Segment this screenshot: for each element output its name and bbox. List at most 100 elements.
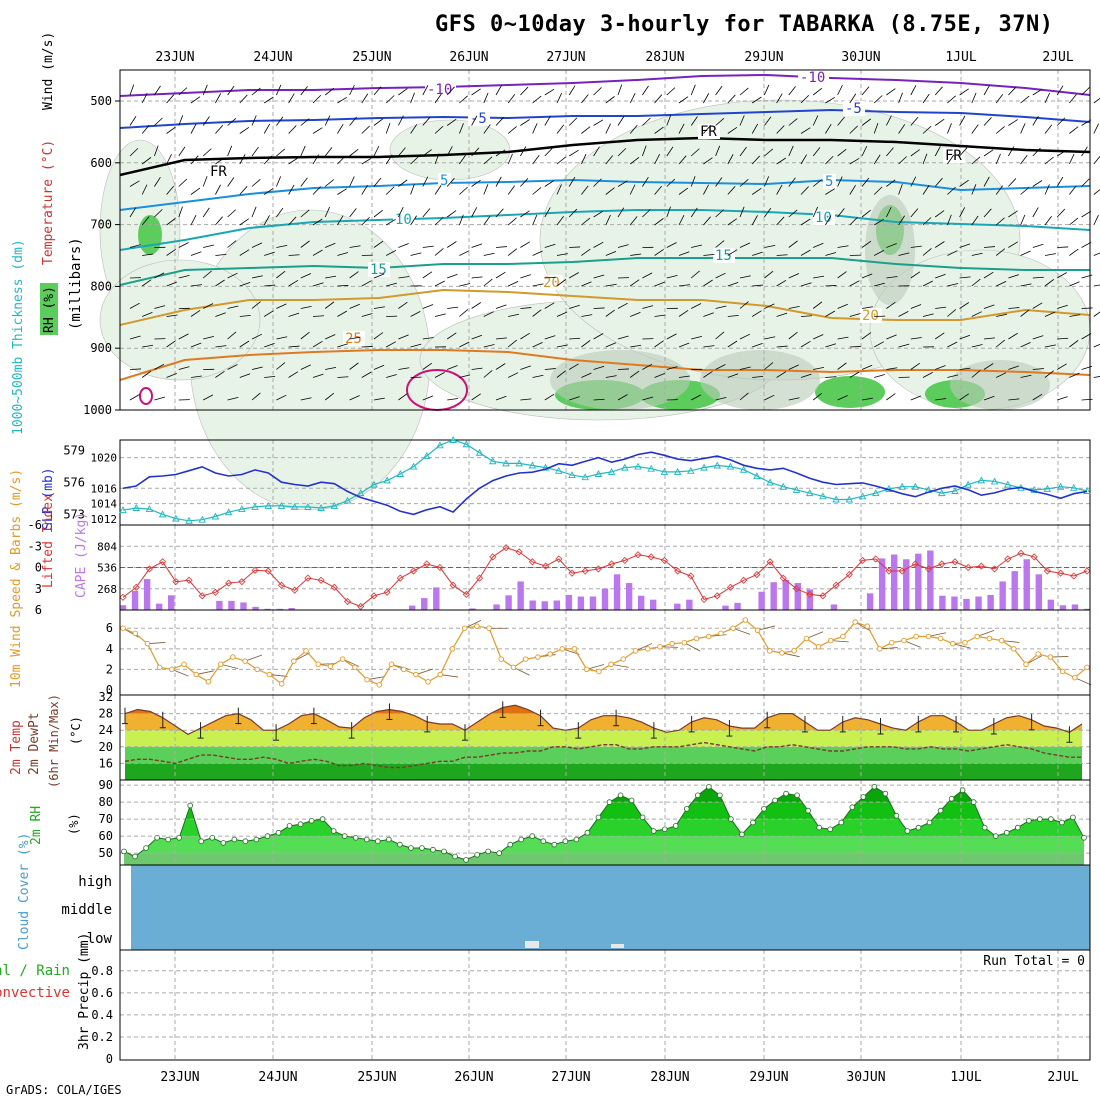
wind-barb [520, 119, 530, 126]
wind-barb [415, 668, 434, 675]
wind-barb [581, 217, 591, 226]
wind-barb [495, 208, 504, 218]
wind-barb [886, 88, 896, 96]
wind-barb [434, 371, 445, 378]
wind-barb [202, 148, 212, 157]
lifted-index-point [330, 583, 338, 591]
wind-barb [300, 209, 310, 218]
rh-point [1014, 824, 1021, 831]
lifted-index-point [806, 590, 814, 598]
wind-barb [813, 367, 825, 370]
wind-barb [422, 208, 431, 218]
wind-barb [739, 333, 751, 340]
wind-barb [593, 241, 604, 248]
wind-barb [129, 207, 137, 218]
wind-barb [983, 304, 995, 309]
rh-point [1026, 817, 1032, 824]
rh-point [584, 829, 591, 836]
date-label-top: 1JUL [945, 50, 976, 65]
wind-barb [996, 280, 1007, 287]
wind-barb [1081, 274, 1093, 279]
wind-barb [373, 332, 384, 340]
wind-barb [1020, 95, 1030, 104]
wind-barb [446, 241, 457, 248]
run-total-label: Run Total = 0 [983, 954, 1085, 969]
rh-point [419, 845, 425, 851]
wind-speed-point [693, 635, 700, 642]
isotherm-line [119, 136, 1091, 177]
date-label-bottom: 26JUN [454, 1070, 493, 1085]
rh-point [518, 836, 525, 843]
lifted-index-point [779, 574, 787, 582]
wind-barb [751, 188, 762, 195]
wind-barb [556, 124, 565, 134]
wind-speed-point [766, 648, 773, 654]
wind-barb [507, 153, 513, 165]
wind-barb [1020, 283, 1032, 287]
lifted-index-point [317, 576, 325, 584]
wind-barb [886, 301, 896, 309]
thickness-point [911, 482, 920, 490]
wind-speed-point [339, 656, 346, 662]
rh-point [772, 797, 778, 804]
thickness-point [832, 495, 840, 503]
wind-speed-point [120, 625, 126, 631]
wind-barb [996, 313, 1008, 317]
wind-barb [154, 85, 161, 96]
thickness-point [871, 489, 880, 497]
wind-speed-point [925, 633, 932, 640]
wind-barb [812, 87, 823, 96]
wind-barb [800, 186, 809, 195]
cape-bar [1047, 599, 1055, 610]
wind-barb [532, 123, 538, 134]
wind-barb [300, 306, 312, 309]
wind-barb [544, 243, 556, 248]
wind-barb [532, 309, 542, 317]
wind-speed-point [547, 651, 553, 657]
wind-barb [178, 146, 186, 157]
wind-speed-point [156, 664, 163, 671]
wind-barb [837, 362, 847, 370]
wind-barb [849, 216, 858, 226]
date-label-top: 24JUN [253, 50, 292, 65]
lifted-index-point [542, 562, 550, 570]
wind-barb [715, 305, 727, 309]
wind-barb [983, 246, 995, 248]
wind-barb [483, 92, 489, 104]
wind-barb [508, 313, 520, 317]
wind-barb [166, 126, 176, 134]
wind-barb [605, 187, 615, 195]
wind-barb [300, 331, 310, 340]
lifted-index-point [357, 602, 365, 611]
wind-barb [1032, 147, 1041, 157]
wind-barb [739, 146, 747, 157]
wind-barb [1056, 176, 1064, 187]
wind-barb [812, 301, 823, 309]
li-tick-label: 0 [35, 561, 42, 575]
wind-barb [593, 178, 602, 187]
wind-barb [410, 215, 417, 226]
wind-speed-point [535, 654, 541, 660]
cape-bar [951, 596, 958, 610]
wind-barb [1044, 279, 1055, 287]
wind-barb [300, 240, 310, 248]
wind-barb [691, 394, 702, 401]
cape-bar [228, 600, 235, 610]
wind-barb [825, 285, 837, 287]
wind-barb [678, 187, 689, 195]
wind-barb [788, 331, 798, 340]
wind-barb [593, 307, 605, 309]
wind-barb [361, 184, 368, 195]
isotherm-label: -5 [470, 111, 487, 127]
wind-barb [398, 276, 410, 279]
wind-barb [318, 663, 337, 665]
wind-barb [1069, 340, 1079, 348]
wind-barb [947, 250, 958, 256]
wind-barb [361, 371, 372, 378]
cape-bar [878, 558, 886, 610]
pressure-tick-label: 500 [90, 94, 112, 108]
wind-barb [715, 117, 725, 126]
wind-barb [861, 364, 873, 370]
wind-barb [678, 215, 685, 226]
isotherm-line [119, 257, 1090, 286]
